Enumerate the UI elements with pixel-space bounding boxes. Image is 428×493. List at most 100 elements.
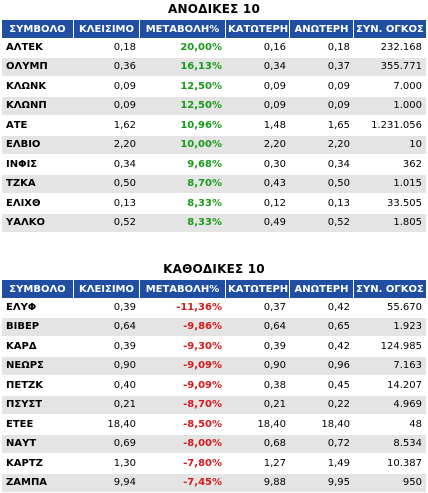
cell-symbol[interactable]: ΕΛΙΧΘ <box>2 194 74 214</box>
cell-symbol[interactable]: ΑΛΤΕΚ <box>2 38 74 58</box>
cell-volume: 14.207 <box>354 376 426 396</box>
cell-symbol[interactable]: ΤΖΚΑ <box>2 175 74 195</box>
cell-change: -7,80% <box>140 454 226 474</box>
cell-change: -7,45% <box>140 474 226 493</box>
cell-symbol[interactable]: ΒΙΒΕΡ <box>2 318 74 338</box>
cell-symbol[interactable]: ΙΝΦΙΣ <box>2 155 74 175</box>
cell-close: 0,09 <box>74 97 140 117</box>
cell-high: 18,40 <box>290 415 354 435</box>
cell-close: 2,20 <box>74 136 140 156</box>
cell-low: 0,38 <box>226 376 290 396</box>
gainers-header-change: ΜΕΤΑΒΟΛΗ% <box>140 20 226 38</box>
gainers-header-low: ΚΑΤΩΤΕΡΗ <box>226 20 290 38</box>
cell-high: 0,37 <box>290 58 354 78</box>
cell-symbol[interactable]: ΚΑΡΤΖ <box>2 454 74 474</box>
cell-volume: 10 <box>354 136 426 156</box>
cell-close: 0,52 <box>74 214 140 234</box>
cell-symbol[interactable]: ΚΛΩΝΠ <box>2 97 74 117</box>
cell-symbol[interactable]: ΚΛΩΝΚ <box>2 77 74 97</box>
cell-high: 0,45 <box>290 376 354 396</box>
cell-high: 0,65 <box>290 318 354 338</box>
cell-close: 0,39 <box>74 298 140 318</box>
cell-volume: 7.000 <box>354 77 426 97</box>
cell-low: 0,49 <box>226 214 290 234</box>
cell-high: 0,72 <box>290 435 354 455</box>
cell-high: 1,65 <box>290 116 354 136</box>
cell-symbol[interactable]: ΖΑΜΠΑ <box>2 474 74 493</box>
cell-change: 12,50% <box>140 77 226 97</box>
losers-title: ΚΑΘΟΔΙΚΕΣ 10 <box>0 262 428 276</box>
cell-high: 0,18 <box>290 38 354 58</box>
cell-close: 0,39 <box>74 337 140 357</box>
cell-low: 0,16 <box>226 38 290 58</box>
cell-volume: 1.923 <box>354 318 426 338</box>
cell-change: 8,33% <box>140 194 226 214</box>
cell-change: -11,36% <box>140 298 226 318</box>
cell-low: 1,27 <box>226 454 290 474</box>
cell-symbol[interactable]: ΝΑΥΤ <box>2 435 74 455</box>
gainers-header-close: ΚΛΕΙΣΙΜΟ <box>74 20 140 38</box>
cell-low: 0,21 <box>226 396 290 416</box>
cell-symbol[interactable]: ΥΑΛΚΟ <box>2 214 74 234</box>
cell-low: 0,39 <box>226 337 290 357</box>
cell-close: 0,64 <box>74 318 140 338</box>
cell-symbol[interactable]: ΟΛΥΜΠ <box>2 58 74 78</box>
cell-volume: 362 <box>354 155 426 175</box>
cell-symbol[interactable]: ΚΑΡΔ <box>2 337 74 357</box>
cell-high: 0,09 <box>290 97 354 117</box>
cell-close: 0,36 <box>74 58 140 78</box>
cell-low: 0,09 <box>226 77 290 97</box>
cell-close: 0,13 <box>74 194 140 214</box>
cell-close: 1,62 <box>74 116 140 136</box>
cell-low: 1,48 <box>226 116 290 136</box>
cell-high: 9,95 <box>290 474 354 493</box>
cell-volume: 1.805 <box>354 214 426 234</box>
cell-high: 1,49 <box>290 454 354 474</box>
cell-change: 9,68% <box>140 155 226 175</box>
cell-change: 16,13% <box>140 58 226 78</box>
cell-symbol[interactable]: ΠΣΥΣΤ <box>2 396 74 416</box>
cell-change: 10,00% <box>140 136 226 156</box>
cell-close: 0,50 <box>74 175 140 195</box>
cell-symbol[interactable]: ΕΛΒΙΟ <box>2 136 74 156</box>
cell-volume: 355.771 <box>354 58 426 78</box>
cell-low: 9,88 <box>226 474 290 493</box>
cell-symbol[interactable]: ΝΕΩΡΣ <box>2 357 74 377</box>
cell-volume: 950 <box>354 474 426 493</box>
cell-high: 0,42 <box>290 337 354 357</box>
cell-symbol[interactable]: ΑΤΕ <box>2 116 74 136</box>
cell-close: 1,30 <box>74 454 140 474</box>
cell-symbol[interactable]: ΕΛΥΦ <box>2 298 74 318</box>
losers-header-change: ΜΕΤΑΒΟΛΗ% <box>140 280 226 298</box>
cell-low: 0,12 <box>226 194 290 214</box>
cell-symbol[interactable]: ΠΕΤΖΚ <box>2 376 74 396</box>
cell-low: 0,90 <box>226 357 290 377</box>
cell-volume: 1.000 <box>354 97 426 117</box>
cell-high: 2,20 <box>290 136 354 156</box>
cell-change: -8,70% <box>140 396 226 416</box>
cell-symbol[interactable]: ΕΤΕΕ <box>2 415 74 435</box>
cell-low: 0,30 <box>226 155 290 175</box>
cell-change: -8,00% <box>140 435 226 455</box>
losers-header-close: ΚΛΕΙΣΙΜΟ <box>74 280 140 298</box>
cell-change: -9,09% <box>140 376 226 396</box>
gainers-header-symbol: ΣΥΜΒΟΛΟ <box>2 20 74 38</box>
cell-high: 0,34 <box>290 155 354 175</box>
